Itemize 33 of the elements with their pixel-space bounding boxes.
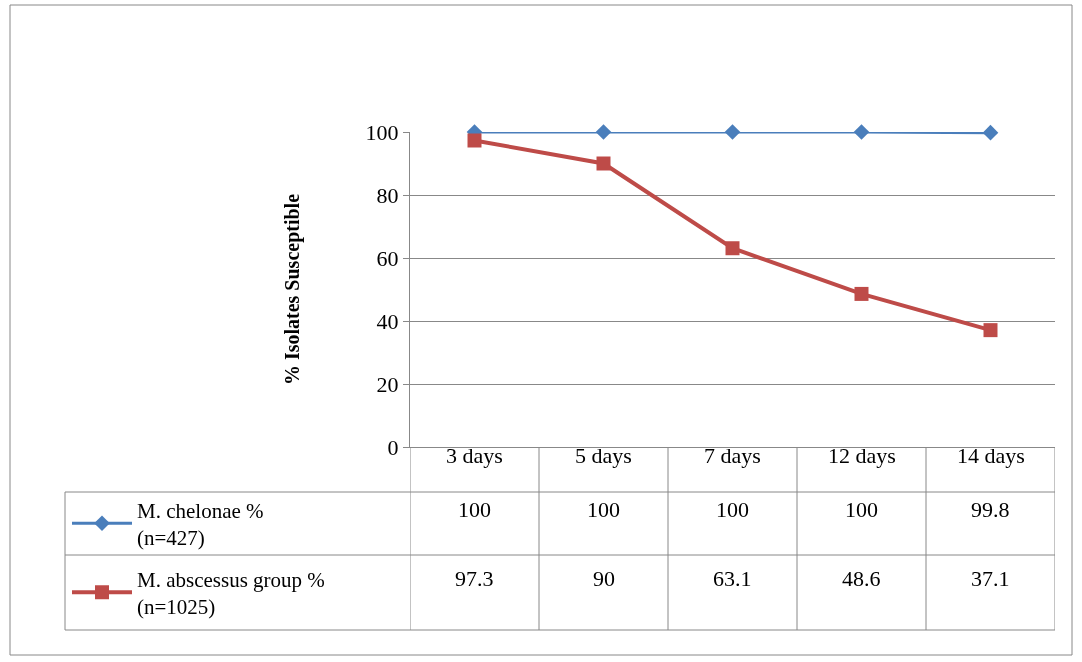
y-tick-label: 60: [376, 245, 399, 271]
point: [853, 124, 870, 140]
point: [982, 124, 999, 141]
legend-label: M. abscessus group % (n=1025): [137, 567, 325, 620]
point: [725, 241, 740, 256]
point: [724, 124, 741, 140]
data-label: 100: [458, 497, 491, 522]
data-label: 100: [845, 497, 878, 522]
y-tick-label: 0: [387, 434, 399, 460]
y-tick-label: 80: [376, 182, 399, 208]
point: [596, 156, 611, 171]
y-tick-label: 20: [376, 371, 399, 397]
x-tick-label: 12 days: [828, 443, 896, 468]
data-label: 100: [716, 497, 749, 522]
point: [983, 323, 998, 338]
data-label: 99.8: [971, 497, 1010, 522]
y-tick-label: 40: [376, 308, 399, 334]
data-label: 48.6: [842, 566, 881, 591]
point: [854, 286, 869, 301]
x-tick-label: 14 days: [957, 443, 1025, 468]
y-axis-title: % Isolates Susceptible: [281, 193, 305, 386]
data-label: 63.1: [713, 566, 752, 591]
x-tick-label: 5 days: [575, 443, 632, 468]
data-label: 97.3: [455, 566, 494, 591]
data-label: 37.1: [971, 566, 1010, 591]
point: [467, 133, 482, 148]
data-label: 90: [593, 566, 615, 591]
x-tick-label: 3 days: [446, 443, 503, 468]
data-label: 100: [587, 497, 620, 522]
x-tick-label: 7 days: [704, 443, 761, 468]
point: [595, 124, 612, 140]
legend-label: M. chelonae % (n=427): [137, 498, 264, 551]
y-tick-label: 100: [365, 119, 399, 145]
